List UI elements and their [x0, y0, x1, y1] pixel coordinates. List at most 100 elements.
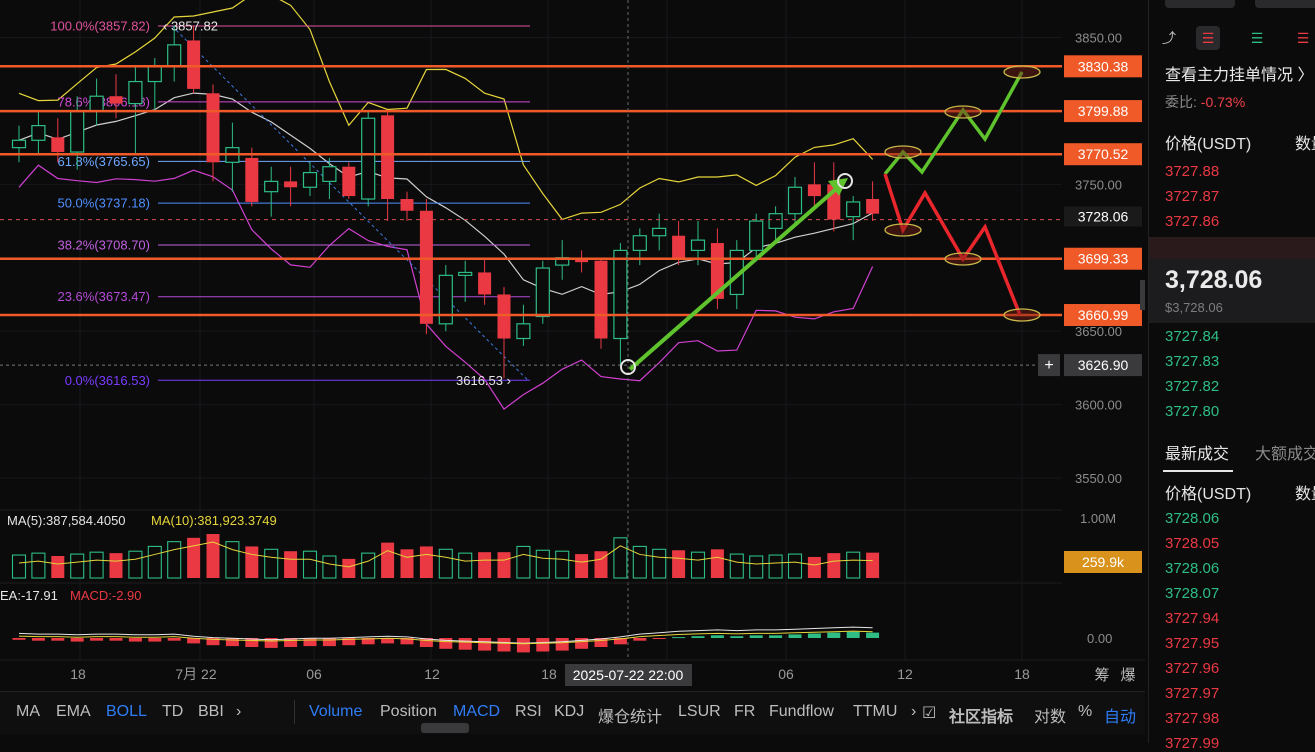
ask-row[interactable]: 3727.88	[1165, 163, 1220, 180]
more-indicators-chevron-icon[interactable]: ›	[236, 703, 242, 720]
volume-bar	[109, 553, 123, 578]
candle-body	[438, 274, 453, 325]
boll-mid-line	[18, 92, 873, 296]
macd-histogram-bar	[730, 636, 744, 638]
macd-histogram-bar	[342, 638, 356, 646]
indicator-boll[interactable]: BOLL	[106, 703, 147, 720]
bid-row[interactable]: 3727.83	[1165, 353, 1220, 370]
volume-bar	[516, 545, 531, 579]
chart-area[interactable]: 3850.003750.003700.003650.003600.003550.…	[0, 0, 1145, 743]
percent-scale-toggle[interactable]: %	[1078, 703, 1093, 720]
candle-body	[89, 95, 104, 112]
top-tab-button[interactable]	[1255, 0, 1315, 8]
community-indicators-button[interactable]: 社区指标	[949, 709, 1014, 726]
crosshair-time-tag	[565, 664, 692, 686]
tab-latest-trades[interactable]: 最新成交	[1165, 446, 1230, 463]
candle-body	[672, 235, 686, 258]
indicator-bbi[interactable]: BBI	[198, 703, 224, 720]
candle-body	[361, 117, 376, 200]
level-price-label: 3699.33	[1078, 251, 1129, 267]
candle-body	[710, 243, 724, 299]
macd-histogram-bar	[400, 638, 414, 645]
indicator-rsi[interactable]: RSI	[515, 703, 542, 720]
orderbook-asks-icon[interactable]: ☰	[1296, 29, 1310, 46]
orderbook-price-header: 价格(USDT)	[1165, 136, 1252, 153]
indicator-ma[interactable]: MA	[16, 703, 40, 720]
auto-scale-toggle[interactable]: 自动	[1104, 709, 1137, 726]
candle-body	[128, 80, 143, 105]
candle-body	[419, 210, 433, 324]
trade-row[interactable]: 3728.06	[1165, 560, 1220, 577]
macd-histogram-bar	[12, 638, 26, 640]
trade-row[interactable]: 3727.94	[1165, 610, 1220, 627]
volume-bar	[749, 555, 764, 579]
volume-current-tag	[1064, 551, 1142, 573]
log-scale-toggle[interactable]: 对数	[1034, 709, 1067, 726]
edit-indicators-icon[interactable]: ☑	[922, 705, 937, 722]
indicator-ttmu[interactable]: TTMU	[853, 703, 898, 720]
volume-bar	[264, 548, 279, 579]
trend-arrow-head	[828, 178, 848, 196]
trade-row[interactable]: 3727.99	[1165, 735, 1220, 752]
indicator-fr[interactable]: FR	[734, 703, 756, 720]
ask-row[interactable]: 3727.87	[1165, 188, 1220, 205]
indicator-position[interactable]: Position	[380, 703, 437, 720]
level-price-tag	[1064, 143, 1142, 166]
fib-level-label: 61.8%(3765.65)	[57, 154, 150, 169]
trade-row[interactable]: 3728.05	[1165, 535, 1220, 552]
indicator-volume[interactable]: Volume	[309, 703, 363, 720]
indicator-lsur[interactable]: LSUR	[678, 703, 721, 720]
candle-body	[381, 115, 395, 200]
layout-icon[interactable]: ⤴	[1162, 30, 1176, 46]
candle-body	[787, 186, 803, 215]
trade-row[interactable]: 3728.06	[1165, 510, 1220, 527]
trade-row[interactable]: 3727.98	[1165, 710, 1220, 727]
kline-chart[interactable]: 3850.003750.003700.003650.003600.003550.…	[0, 0, 1145, 691]
orderbook-title[interactable]: 查看主力挂单情况 〉	[1165, 67, 1314, 84]
trade-row[interactable]: 3727.96	[1165, 660, 1220, 677]
price-tick-label: 3600.00	[1075, 398, 1122, 413]
candle-body	[264, 180, 279, 193]
bid-row[interactable]: 3727.84	[1165, 328, 1220, 345]
trade-row[interactable]: 3728.07	[1165, 585, 1220, 602]
volume-bar	[361, 552, 376, 579]
trade-row[interactable]: 3727.97	[1165, 685, 1220, 702]
fib-level-label: 23.6%(3673.47)	[57, 289, 150, 304]
x-axis-label: 06	[778, 666, 794, 682]
bid-row[interactable]: 3727.80	[1165, 403, 1220, 420]
macd-histogram-bar	[866, 632, 880, 638]
volume-bar	[147, 545, 162, 579]
indicator-fundflow[interactable]: Fundflow	[769, 703, 834, 720]
macd-histogram-bar	[769, 635, 783, 638]
fib-level-label: 50.0%(3737.18)	[57, 196, 150, 211]
macd-histogram-bar	[322, 638, 336, 647]
volume-bar	[497, 552, 511, 578]
more-subindicators-chevron-icon[interactable]: ›	[911, 703, 917, 720]
order-ratio: 委比: -0.73%	[1165, 92, 1245, 112]
volume-bar	[187, 537, 201, 578]
indicator-macd[interactable]: MACD	[453, 703, 501, 720]
volume-bar	[594, 551, 608, 578]
top-tab-button[interactable]	[1165, 0, 1235, 8]
macd-histogram-bar	[807, 633, 821, 638]
level-price-tag	[1064, 100, 1142, 123]
tab-large-trades[interactable]: 大额成交	[1255, 446, 1315, 463]
indicator-td[interactable]: TD	[162, 703, 184, 720]
orderbook-bids-icon[interactable]: ☰	[1250, 29, 1264, 46]
indicator-ema[interactable]: EMA	[56, 703, 91, 720]
trade-row[interactable]: 3727.95	[1165, 635, 1220, 652]
ask-row[interactable]: 3727.86	[1165, 213, 1220, 230]
bid-row[interactable]: 3727.82	[1165, 378, 1220, 395]
volume-bar	[652, 548, 667, 579]
macd-histogram-bar	[419, 638, 433, 647]
macd-histogram-bar	[846, 631, 860, 638]
volume-bar	[710, 549, 724, 578]
macd-histogram-bar	[497, 638, 511, 652]
indicator-kdj[interactable]: KDJ	[554, 703, 585, 720]
orderbook-both-icon[interactable]: ☰	[1196, 26, 1220, 50]
price-tick-label: 3850.00	[1075, 31, 1122, 46]
x-axis-label: 18	[541, 666, 557, 682]
indicator-爆仓统计[interactable]: 爆仓统计	[598, 709, 663, 726]
panel-resize-handle[interactable]	[421, 723, 469, 733]
volume-bar	[575, 554, 589, 578]
